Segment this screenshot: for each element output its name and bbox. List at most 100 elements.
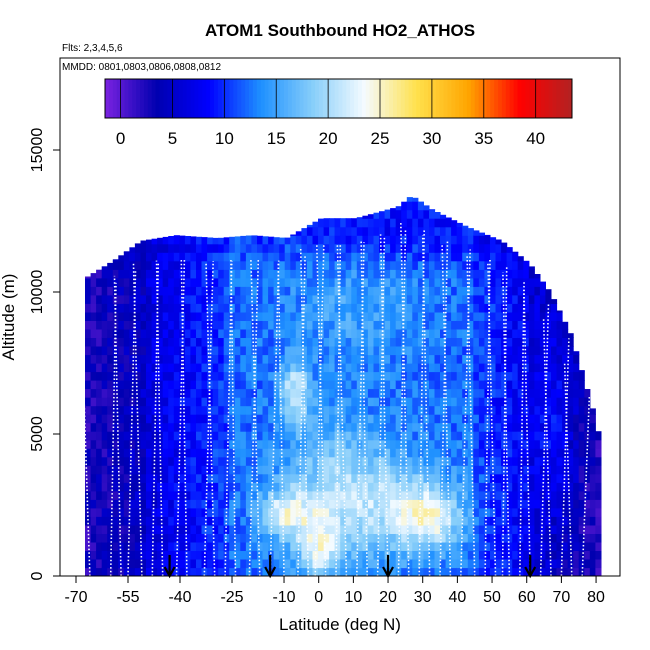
heatmap-cell — [440, 311, 447, 321]
heatmap-cell — [196, 439, 203, 449]
heatmap-cell — [295, 448, 302, 458]
heatmap-cell — [406, 550, 413, 560]
colorbar-segment — [311, 79, 316, 118]
heatmap-cell — [295, 363, 302, 373]
heatmap-cell — [478, 431, 485, 441]
heatmap-cell — [85, 465, 92, 475]
heatmap-cell — [240, 388, 247, 398]
heatmap-cell — [379, 482, 386, 492]
x-tick-label: 40 — [448, 589, 466, 606]
heatmap-cell — [528, 388, 535, 398]
heatmap-cell — [345, 414, 352, 424]
heatmap-cell — [257, 473, 264, 483]
heatmap-cell — [262, 236, 269, 245]
colorbar-segment — [249, 79, 254, 118]
heatmap-cell — [134, 533, 141, 543]
heatmap-cell — [456, 354, 463, 364]
heatmap-cell — [456, 294, 463, 304]
heatmap-cell — [262, 388, 269, 398]
heatmap-cell — [573, 456, 580, 466]
heatmap-cell — [151, 277, 158, 287]
heatmap-cell — [240, 431, 247, 441]
heatmap-cell — [356, 465, 363, 475]
heatmap-cell — [401, 541, 408, 551]
heatmap-cell — [506, 507, 513, 517]
heatmap-cell — [440, 516, 447, 526]
heatmap-cell — [473, 371, 480, 381]
heatmap-cell — [551, 320, 558, 330]
heatmap-cell — [484, 405, 491, 415]
heatmap-cell — [467, 286, 474, 296]
heatmap-cell — [218, 559, 225, 569]
colorbar-segment — [194, 79, 199, 118]
heatmap-cell — [462, 473, 469, 483]
heatmap-cell — [123, 439, 130, 449]
heatmap-cell — [329, 303, 336, 313]
heatmap-cell — [268, 311, 275, 321]
heatmap-cell — [290, 516, 297, 526]
heatmap-cell — [578, 456, 585, 466]
heatmap-cell — [245, 235, 252, 245]
heatmap-cell — [490, 337, 497, 347]
heatmap-cell — [562, 321, 569, 330]
heatmap-cell — [151, 363, 158, 373]
heatmap-cell — [367, 320, 374, 330]
heatmap-cell — [290, 354, 297, 364]
heatmap-cell — [395, 206, 402, 211]
heatmap-cell — [268, 252, 275, 262]
heatmap-cell — [539, 281, 546, 287]
heatmap-cell — [429, 533, 436, 543]
heatmap-cell — [234, 252, 241, 262]
heatmap-cell — [423, 294, 430, 304]
heatmap-cell — [140, 567, 147, 576]
heatmap-cell — [85, 337, 92, 347]
heatmap-cell — [523, 328, 530, 338]
heatmap-cell — [101, 516, 108, 526]
heatmap-cell — [534, 380, 541, 390]
heatmap-cell — [367, 516, 374, 526]
heatmap-cell — [168, 550, 175, 560]
heatmap-cell — [584, 567, 591, 576]
heatmap-cell — [417, 303, 424, 313]
heatmap-cell — [284, 465, 291, 475]
heatmap-cell — [334, 541, 341, 551]
heatmap-cell — [312, 346, 319, 356]
heatmap-cell — [223, 286, 230, 296]
heatmap-cell — [506, 456, 513, 466]
heatmap-cell — [462, 380, 469, 390]
heatmap-cell — [290, 234, 297, 236]
heatmap-cell — [85, 541, 92, 551]
heatmap-cell — [162, 448, 169, 458]
heatmap-cell — [201, 311, 208, 321]
heatmap-cell — [417, 414, 424, 424]
heatmap-cell — [367, 218, 374, 228]
heatmap-cell — [123, 422, 130, 432]
heatmap-cell — [567, 507, 574, 517]
heatmap-cell — [356, 414, 363, 424]
heatmap-cell — [123, 303, 130, 313]
heatmap-cell — [517, 448, 524, 458]
heatmap-cell — [268, 456, 275, 466]
heatmap-cell — [345, 499, 352, 509]
heatmap-cell — [551, 482, 558, 492]
heatmap-cell — [456, 252, 463, 262]
heatmap-cell — [273, 397, 280, 407]
colorbar-segment — [256, 79, 262, 118]
heatmap-cell — [151, 320, 158, 330]
heatmap-cell — [434, 533, 441, 543]
heatmap-cell — [478, 260, 485, 270]
heatmap-cell — [356, 294, 363, 304]
heatmap-cell — [312, 235, 319, 245]
heatmap-cell — [140, 311, 147, 321]
heatmap-cell — [345, 320, 352, 330]
heatmap-cell — [351, 448, 358, 458]
heatmap-cell — [539, 422, 546, 432]
heatmap-cell — [534, 286, 541, 296]
heatmap-cell — [589, 559, 596, 569]
heatmap-cell — [456, 269, 463, 279]
heatmap-cell — [273, 431, 280, 441]
heatmap-cell — [107, 414, 114, 424]
heatmap-cell — [506, 516, 513, 526]
heatmap-cell — [96, 328, 103, 338]
heatmap-cell — [406, 465, 413, 475]
